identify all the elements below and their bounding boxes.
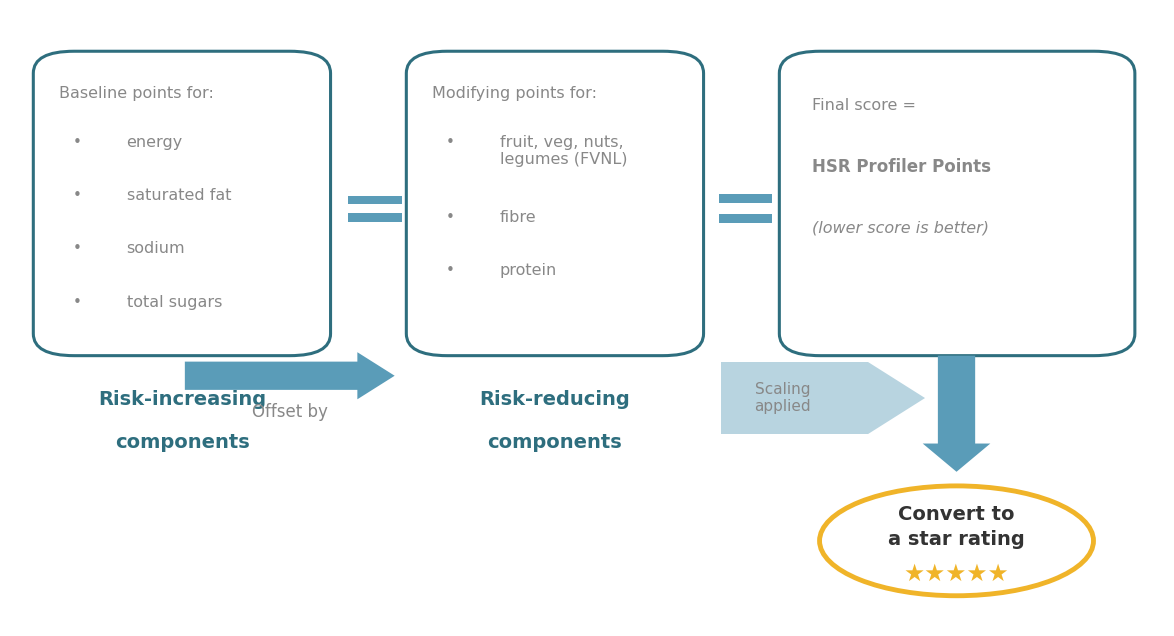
Text: •: •	[73, 188, 82, 203]
Ellipse shape	[819, 486, 1093, 596]
Text: saturated fat: saturated fat	[127, 188, 231, 203]
Text: energy: energy	[127, 135, 183, 149]
Text: •: •	[446, 210, 454, 225]
Text: HSR Profiler Points: HSR Profiler Points	[812, 158, 991, 176]
Polygon shape	[868, 362, 925, 434]
Text: components: components	[115, 433, 250, 452]
FancyBboxPatch shape	[718, 195, 772, 203]
FancyBboxPatch shape	[33, 52, 331, 356]
Text: •: •	[73, 242, 82, 256]
Text: total sugars: total sugars	[127, 294, 222, 310]
Text: Modifying points for:: Modifying points for:	[432, 86, 596, 100]
Text: Risk-reducing: Risk-reducing	[479, 390, 629, 409]
Polygon shape	[923, 356, 991, 472]
FancyBboxPatch shape	[721, 362, 868, 434]
Text: •: •	[73, 294, 82, 310]
Text: •: •	[73, 135, 82, 149]
Text: Convert to
a star rating: Convert to a star rating	[889, 505, 1025, 549]
Text: sodium: sodium	[127, 242, 185, 256]
Text: Scaling
applied: Scaling applied	[755, 382, 811, 414]
Text: Risk-increasing: Risk-increasing	[99, 390, 266, 409]
FancyBboxPatch shape	[348, 213, 402, 222]
Text: Final score =: Final score =	[812, 99, 916, 113]
Text: protein: protein	[500, 263, 556, 279]
FancyBboxPatch shape	[406, 52, 703, 356]
Text: •: •	[446, 135, 454, 149]
Text: Baseline points for:: Baseline points for:	[59, 86, 214, 100]
Text: (lower score is better): (lower score is better)	[812, 221, 989, 236]
Text: Offset by: Offset by	[251, 403, 328, 421]
FancyBboxPatch shape	[780, 52, 1135, 356]
Polygon shape	[184, 352, 394, 399]
Text: ★★★★★: ★★★★★	[904, 562, 1010, 586]
Text: fruit, veg, nuts,
legumes (FVNL): fruit, veg, nuts, legumes (FVNL)	[500, 135, 627, 167]
FancyBboxPatch shape	[718, 214, 772, 223]
Text: fibre: fibre	[500, 210, 537, 225]
Text: components: components	[487, 433, 622, 452]
FancyBboxPatch shape	[348, 196, 402, 204]
Text: •: •	[446, 263, 454, 279]
